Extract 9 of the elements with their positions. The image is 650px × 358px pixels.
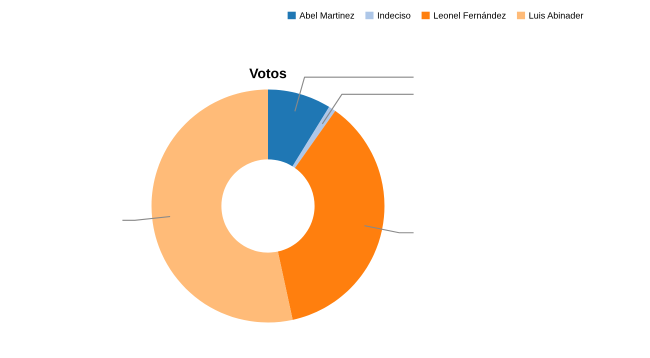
legend-label: Leonel Fernández [434, 12, 506, 19]
legend-label: Abel Martinez [299, 12, 354, 19]
donut-slice [292, 106, 336, 168]
donut-slice [152, 90, 293, 322]
legend-label: Luis Abinader [529, 12, 584, 19]
text: Votos [249, 68, 286, 78]
legend-label: Indeciso [378, 12, 410, 19]
donut-slice [268, 90, 330, 166]
donut-slice [278, 110, 384, 320]
